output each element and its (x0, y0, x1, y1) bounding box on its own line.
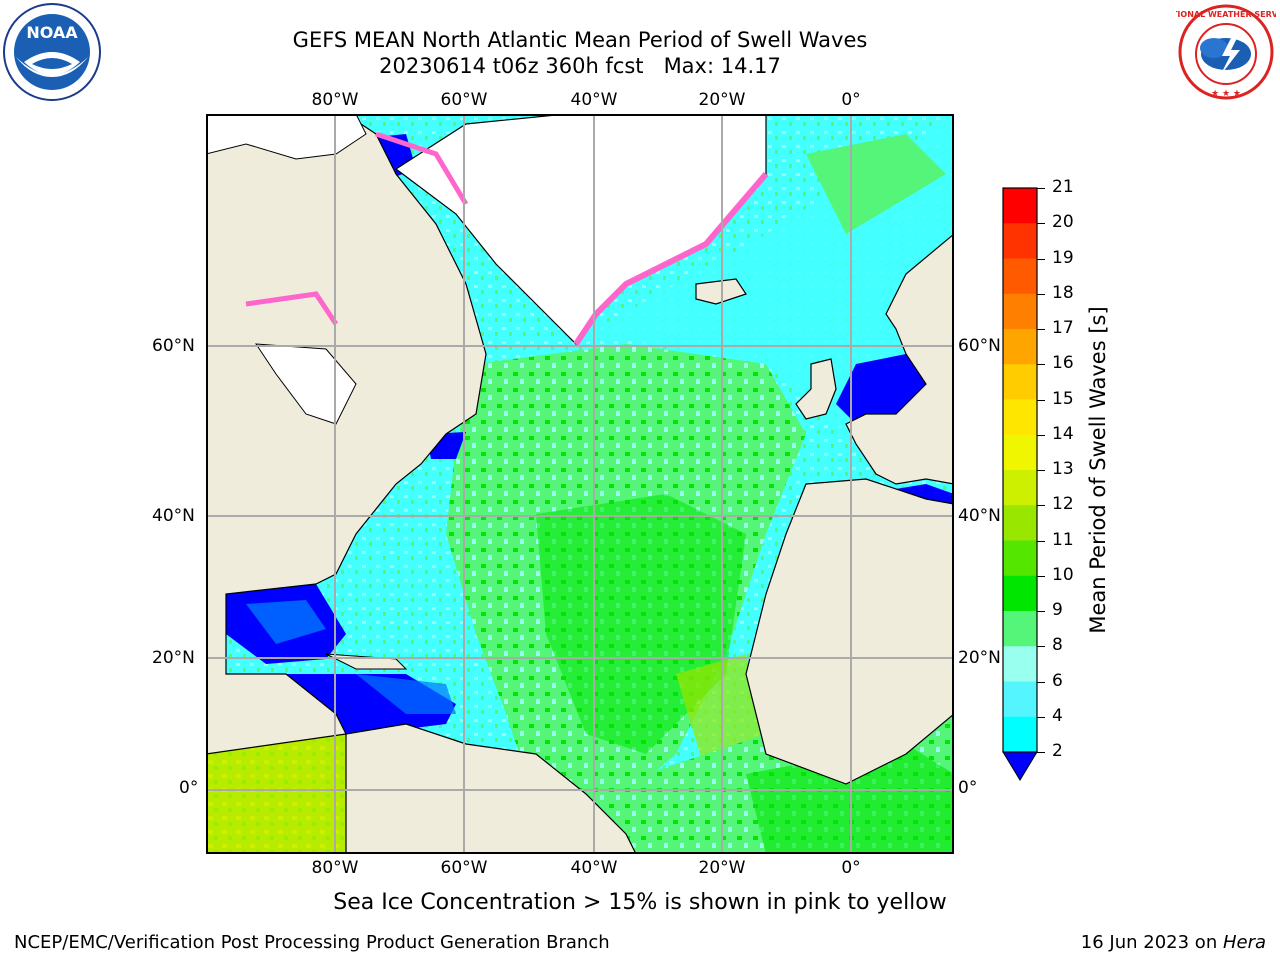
colorbar (1002, 187, 1038, 781)
land-europe (845, 233, 954, 485)
colorbar-tick-label: 6 (1052, 670, 1063, 691)
map-frame (206, 114, 954, 854)
colorbar-segment (1003, 434, 1037, 471)
colorbar-tick-mark (1037, 575, 1045, 577)
colorbar-tick-mark (1037, 540, 1045, 542)
sea-ice-edge-baffin (375, 131, 469, 206)
colorbar-tick-label: 13 (1052, 459, 1074, 479)
colorbar-tick-label: 9 (1052, 600, 1063, 620)
footer-date-text: 16 Jun 2023 on (1080, 932, 1223, 953)
lat-label-left: 0° (179, 778, 199, 798)
colorbar-tick-label: 4 (1052, 705, 1063, 726)
footer-date: 16 Jun 2023 on Hera (1081, 932, 1266, 953)
colorbar-tick-label: 21 (1052, 177, 1074, 197)
nws-logo-text: NATIONAL WEATHER SERVICE (1176, 10, 1276, 19)
norwegian-sea-green (806, 134, 946, 234)
lon-label-bottom: 20°W (698, 858, 746, 878)
svg-text:★ ★ ★: ★ ★ ★ (1211, 89, 1241, 99)
pacific-yellow (206, 734, 346, 854)
colorbar-extend-arrow (1002, 751, 1038, 781)
noaa-logo-text: NOAA (26, 23, 78, 42)
colorbar-tick-mark (1037, 752, 1045, 753)
colorbar-tick-mark (1037, 434, 1045, 436)
colorbar-segment (1003, 188, 1037, 224)
map-panel (206, 114, 954, 854)
chart-subtitle: 20230614 t06z 360h fcst Max: 14.17 (379, 54, 781, 78)
colorbar-segment (1003, 258, 1037, 295)
colorbar-tick-label: 16 (1052, 353, 1074, 374)
colorbar-tick-label: 14 (1052, 423, 1074, 444)
colorbar-tick-mark (1037, 364, 1045, 366)
lon-label-bottom: 80°W (311, 858, 359, 878)
colorbar-tick-mark (1037, 716, 1045, 718)
colorbar-tick-label: 17 (1052, 318, 1074, 338)
land-north-america (206, 114, 487, 755)
arctic-islands (206, 114, 367, 160)
lon-label-top: 40°W (570, 90, 618, 110)
lon-label-top: 60°W (440, 90, 488, 110)
colorbar-segment (1003, 505, 1037, 541)
nws-logo: NATIONAL WEATHER SERVICE ★ ★ ★ (1160, 2, 1280, 102)
colorbar-tick-mark (1037, 293, 1045, 295)
colorbar-segment (1003, 223, 1037, 259)
colorbar-tick-label: 10 (1052, 564, 1074, 585)
lat-label-right: 60°N (958, 336, 1001, 356)
colorbar-segment (1003, 470, 1037, 506)
colorbar-segment (1003, 646, 1037, 682)
lat-label-right: 40°N (958, 506, 1001, 526)
colorbar-tick-mark (1037, 223, 1045, 225)
colorbar-segment (1003, 399, 1037, 436)
colorbar-tick-mark (1037, 611, 1045, 612)
land-britain (795, 358, 837, 420)
lon-label-bottom: 0° (841, 858, 861, 878)
colorbar-segment (1003, 293, 1037, 330)
lon-label-top: 80°W (311, 90, 359, 110)
colorbar-tick-label: 20 (1052, 212, 1074, 233)
colorbar-segment (1003, 716, 1037, 753)
footer-host: Hera (1222, 932, 1266, 953)
colorbar-tick-mark (1037, 258, 1045, 260)
lon-label-bottom: 60°W (440, 858, 488, 878)
colorbar-tick-label: 11 (1052, 529, 1074, 550)
sea-ice-edge-greenland (573, 172, 769, 346)
colorbar-tick-mark (1037, 329, 1045, 330)
colorbar-tick-label: 8 (1052, 635, 1063, 656)
lat-label-right: 0° (958, 778, 978, 798)
colorbar-segment (1003, 681, 1037, 718)
colorbar-segment (1003, 364, 1037, 400)
chart-title: GEFS MEAN North Atlantic Mean Period of … (292, 28, 868, 52)
footer-credit: NCEP/EMC/Verification Post Processing Pr… (14, 932, 610, 953)
colorbar-tick-mark (1037, 399, 1045, 401)
colorbar-tick-label: 19 (1052, 247, 1074, 268)
colorbar-segment (1003, 540, 1037, 577)
lat-label-left: 20°N (152, 648, 195, 668)
graticule (206, 114, 954, 854)
colorbar-tick-label: 18 (1052, 282, 1074, 303)
lat-label-right: 20°N (958, 648, 1001, 668)
colorbar-segment (1003, 611, 1037, 647)
colorbar-segment (1003, 575, 1037, 612)
noaa-logo: NOAA (2, 2, 102, 102)
lat-label-left: 60°N (152, 336, 195, 356)
colorbar-segment (1003, 329, 1037, 365)
lon-label-top: 0° (841, 90, 861, 110)
colorbar-tick-label: 12 (1052, 494, 1074, 515)
sea-ice-note: Sea Ice Concentration > 15% is shown in … (333, 890, 947, 915)
colorbar-tick-label: 2 (1052, 741, 1063, 761)
colorbar-label: Mean Period of Swell Waves [s] (1086, 306, 1110, 634)
colorbar-tick-mark (1037, 505, 1045, 507)
colorbar-tick-mark (1037, 188, 1045, 189)
lon-label-bottom: 40°W (570, 858, 618, 878)
sea-ice-edge-hudson (245, 291, 339, 326)
colorbar-tick-label: 15 (1052, 388, 1074, 409)
colorbar-tick-mark (1037, 470, 1045, 471)
lon-label-top: 20°W (698, 90, 746, 110)
colorbar-tick-mark (1037, 681, 1045, 683)
lat-label-left: 40°N (152, 506, 195, 526)
colorbar-tick-mark (1037, 646, 1045, 648)
